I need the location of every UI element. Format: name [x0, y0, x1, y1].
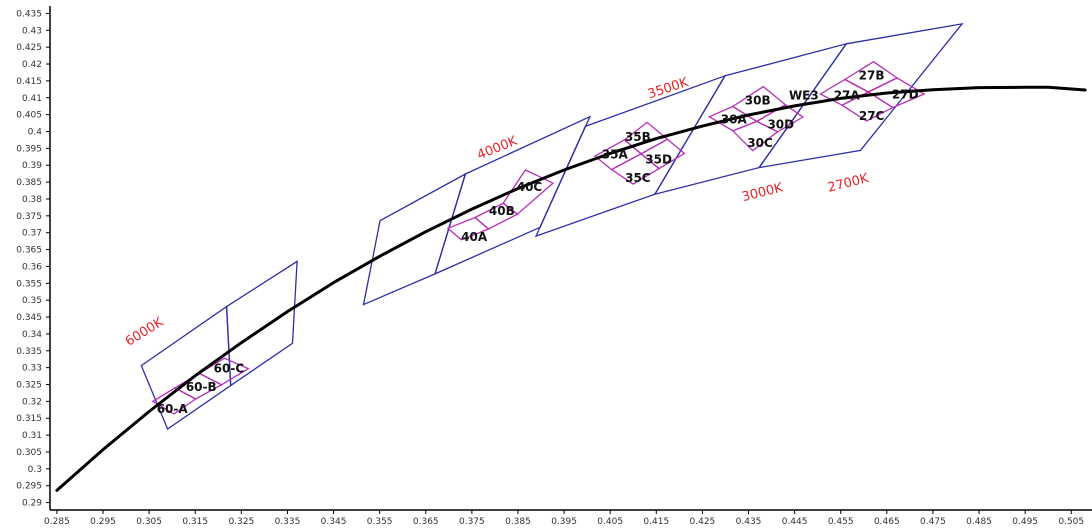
bin-label-40b: 40B — [489, 204, 515, 218]
y-tick-label: 0.355 — [16, 279, 42, 289]
bin-label-30b: 30B — [745, 93, 771, 107]
bin-label-30d: 30D — [767, 118, 794, 132]
y-tick-label: 0.425 — [16, 43, 42, 53]
y-tick-label: 0.4 — [28, 127, 43, 137]
x-tick-label: 0.295 — [90, 517, 116, 527]
y-tick-label: 0.31 — [22, 431, 42, 441]
x-tick-label: 0.485 — [966, 517, 992, 527]
bin-region-60-c — [198, 357, 250, 386]
y-tick-label: 0.38 — [22, 195, 42, 205]
x-tick-label: 0.375 — [459, 517, 485, 527]
x-tick-label: 0.415 — [643, 517, 669, 527]
x-tick-label: 0.405 — [597, 517, 623, 527]
x-tick-label: 0.315 — [182, 517, 208, 527]
x-tick-label: 0.385 — [505, 517, 531, 527]
bin-label-27b: 27B — [859, 68, 885, 82]
y-tick-label: 0.37 — [22, 229, 42, 239]
bin-label-35c: 35C — [625, 171, 651, 185]
y-tick-label: 0.295 — [16, 482, 42, 492]
bin-label-60-c: 60-C — [214, 362, 245, 376]
y-tick-label: 0.335 — [16, 347, 42, 357]
y-tick-label: 0.435 — [16, 9, 42, 19]
cct-regions — [140, 22, 964, 430]
x-tick-label: 0.495 — [1012, 517, 1038, 527]
x-tick-label: 0.365 — [413, 517, 439, 527]
y-tick-label: 0.345 — [16, 313, 42, 323]
cct-label-2700k: 2700K — [826, 171, 870, 196]
bin-region-30c — [731, 120, 779, 152]
y-tick-label: 0.35 — [22, 296, 42, 306]
x-tick-label: 0.425 — [690, 517, 716, 527]
axes: 0.29 0.295 0.3 0.305 0.31 0.315 0.32 0.325 0.33 0… — [16, 6, 1092, 527]
bin-label-40c: 40C — [517, 180, 543, 194]
bin-label-40a: 40A — [461, 230, 488, 244]
x-tick-label: 0.325 — [228, 517, 254, 527]
y-tick-label: 0.325 — [16, 381, 42, 391]
x-tick-label: 0.475 — [920, 517, 946, 527]
bin-label-30a: 30A — [721, 112, 748, 126]
bin-regions — [151, 60, 926, 415]
bin-region-35c — [610, 153, 661, 185]
y-tick-label: 0.41 — [22, 94, 42, 104]
y-tick-label: 0.32 — [22, 397, 42, 407]
y-tick-label: 0.43 — [22, 26, 42, 36]
x-tick-label: 0.345 — [321, 517, 347, 527]
y-tick-label: 0.315 — [16, 414, 42, 424]
bin-label-35a: 35A — [602, 147, 629, 161]
x-tick-label: 0.455 — [828, 517, 854, 527]
cct-region-3500k — [534, 74, 727, 238]
y-tick-label: 0.385 — [16, 178, 42, 188]
planckian-locus — [55, 85, 1087, 492]
x-tick-label: 0.305 — [136, 517, 162, 527]
bin-label-27a: 27A — [834, 88, 861, 102]
y-tick-label: 0.29 — [22, 499, 42, 509]
cct-label-3500k: 3500K — [646, 75, 691, 102]
bin-label-60-b: 60-B — [186, 380, 217, 394]
bin-region-40c — [502, 169, 555, 215]
cct-label-6000k: 6000K — [123, 315, 167, 350]
cct-label-3000k: 3000K — [740, 180, 784, 205]
bin-label-60-a: 60-A — [157, 402, 189, 416]
y-tick-label: 0.36 — [22, 262, 42, 272]
y-tick-label: 0.42 — [22, 60, 42, 70]
y-tick-label: 0.395 — [16, 144, 42, 154]
y-tick-label: 0.3 — [28, 465, 42, 475]
bin-label-we3: WE3 — [789, 88, 819, 102]
x-tick-label: 0.395 — [551, 517, 577, 527]
y-tick-label: 0.415 — [16, 77, 42, 87]
y-tick-label: 0.375 — [16, 212, 42, 222]
y-tick-label: 0.405 — [16, 111, 42, 121]
bin-label-27c: 27C — [859, 109, 885, 123]
x-tick-label: 0.355 — [367, 517, 393, 527]
y-tick-label: 0.305 — [16, 448, 42, 458]
x-tick-label: 0.445 — [782, 517, 808, 527]
locus-curve — [55, 85, 1087, 492]
y-tick-label: 0.33 — [22, 364, 42, 374]
bin-label-35d: 35D — [645, 152, 672, 166]
cct-region-6000k-2 — [225, 260, 298, 387]
bin-label-30c: 30C — [747, 136, 773, 150]
cct-region-3000k — [653, 42, 848, 196]
x-tick-label: 0.285 — [44, 517, 70, 527]
y-tick-label: 0.39 — [22, 161, 42, 171]
bin-label-35b: 35B — [625, 130, 651, 144]
x-tick-label: 0.465 — [874, 517, 900, 527]
x-tick-label: 0.435 — [736, 517, 762, 527]
x-tick-label: 0.505 — [1058, 517, 1084, 527]
bin-label-27d: 27D — [892, 88, 919, 102]
y-tick-label: 0.365 — [16, 246, 42, 256]
y-tick-label: 0.34 — [22, 330, 42, 340]
x-tick-label: 0.335 — [275, 517, 301, 527]
